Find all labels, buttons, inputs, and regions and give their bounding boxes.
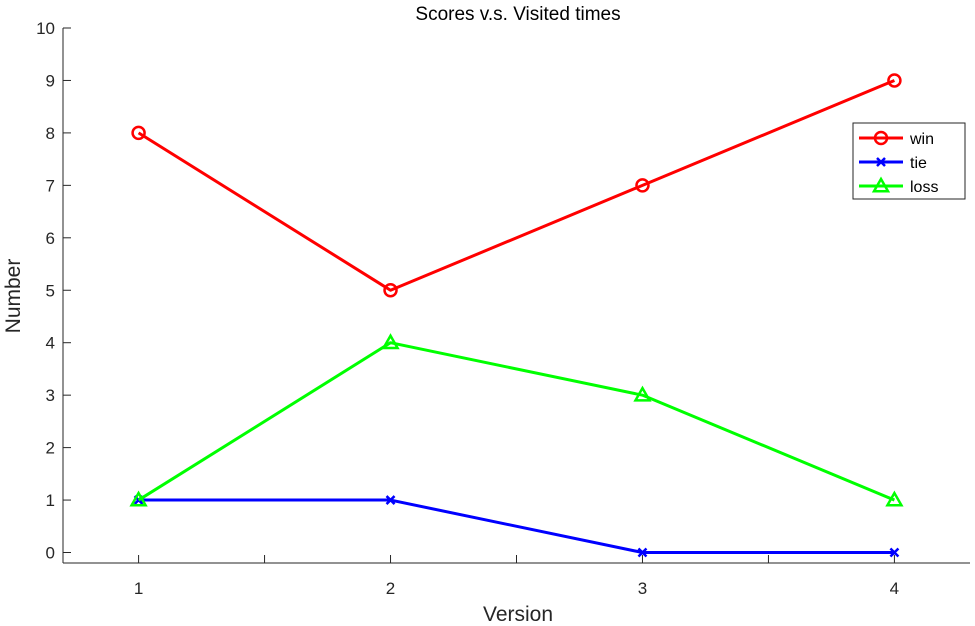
legend-item-tie: tie [859,155,927,172]
series-loss [129,333,904,507]
y-tick-label: 0 [46,544,55,563]
y-tick-label: 4 [46,334,55,353]
legend-label: loss [910,179,938,196]
tie-point [889,547,900,558]
legend-marker [873,130,889,146]
y-tick-label: 7 [46,176,55,195]
win-point [887,73,902,88]
loss-point [129,490,148,507]
loss-point [885,490,904,507]
y-tick-label: 1 [46,491,55,510]
loss-point [381,333,400,350]
y-tick-label: 9 [46,71,55,90]
x-tick-label: 4 [890,579,899,598]
y-tick-label: 2 [46,439,55,458]
win-point [383,283,398,298]
tie-point [637,547,648,558]
y-tick-label: 6 [46,229,55,248]
series-tie [133,495,900,558]
x-tick-label: 3 [638,579,647,598]
series-layer [129,73,904,558]
axes: 0 1 2 3 4 5 6 7 8 9 10 1 2 3 4 [36,19,970,598]
tie-line [138,498,895,555]
y-tick-label: 3 [46,386,55,405]
chart-title: Scores v.s. Visited times [415,4,620,25]
y-tick-label: 8 [46,124,55,143]
legend-item-loss: loss [859,176,938,196]
legend: win tie loss [852,122,966,200]
x-axis-title: Version [483,603,553,626]
y-tick-label: 10 [36,19,55,38]
tie-point [385,495,396,505]
x-tick-label: 2 [386,579,395,598]
series-win [131,73,902,298]
y-tick-label: 5 [46,281,55,300]
win-point [131,125,146,141]
legend-label: win [909,131,934,148]
loss-line [137,341,895,502]
win-line [137,79,895,292]
y-axis-title: Number [2,259,25,334]
legend-marker [871,176,891,193]
legend-marker [876,157,886,167]
x-tick-label: 1 [134,579,143,598]
legend-item-win: win [859,130,934,148]
loss-point [633,385,652,402]
win-point [635,178,650,193]
legend-label: tie [910,155,927,172]
